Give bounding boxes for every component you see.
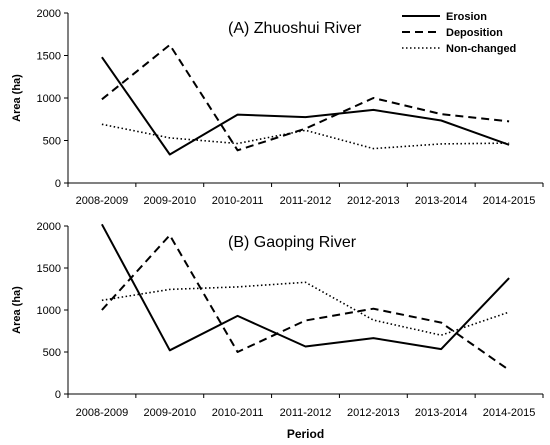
series-line-deposition [101,234,510,371]
x-tick-label: 2008-2009 [76,195,129,207]
series-line-erosion [101,223,510,352]
y-tick-label: 1500 [37,51,61,63]
x-tick-label: 2013-2014 [415,195,468,207]
y-axis-title: Area (ha) [11,74,23,122]
x-tick-label: 2011-2012 [280,407,332,419]
y-tick-label: 2000 [37,8,61,20]
panel-title: (A) Zhuoshui River [228,20,362,37]
y-tick-label: 1000 [37,305,61,317]
x-tick-label: 2010-2011 [212,195,264,207]
x-tick-label: 2013-2014 [415,407,468,419]
y-tick-label: 0 [55,178,61,190]
y-tick-label: 0 [55,389,61,401]
y-tick-label: 500 [43,347,61,359]
y-axis-title: Area (ha) [11,286,23,334]
legend-label: Deposition [446,27,503,39]
chart-panel-0: 0 500 1000 1500 2000 2008-2009 2009-2010 2010-2… [11,8,544,207]
series-line-non-changed [101,281,510,337]
x-tick-label: 2014-2015 [483,195,536,207]
x-axis-title: Period [287,427,324,441]
series-line-deposition [101,43,510,152]
x-tick-label: 2011-2012 [280,195,332,207]
x-tick-label: 2010-2011 [212,407,264,419]
y-tick-label: 500 [43,136,61,148]
legend: Erosion Deposition Non-changed [402,11,516,55]
x-tick-label: 2009-2010 [143,407,196,419]
series-line-non-changed [101,123,510,150]
x-tick-label: 2009-2010 [143,195,196,207]
series-line-erosion [101,56,510,156]
x-tick-label: 2012-2013 [347,407,400,419]
legend-label: Non-changed [446,43,516,55]
y-tick-label: 1000 [37,93,61,105]
chart-panel-1: 0 500 1000 1500 2000 2008-2009 2009-2010 2010-2… [11,221,544,441]
y-tick-label: 1500 [37,263,61,275]
x-tick-label: 2008-2009 [76,407,129,419]
y-tick-label: 2000 [37,221,61,233]
panel-title: (B) Gaoping River [228,234,357,251]
x-tick-label: 2012-2013 [347,195,400,207]
legend-label: Erosion [446,11,487,23]
x-tick-label: 2014-2015 [483,407,536,419]
